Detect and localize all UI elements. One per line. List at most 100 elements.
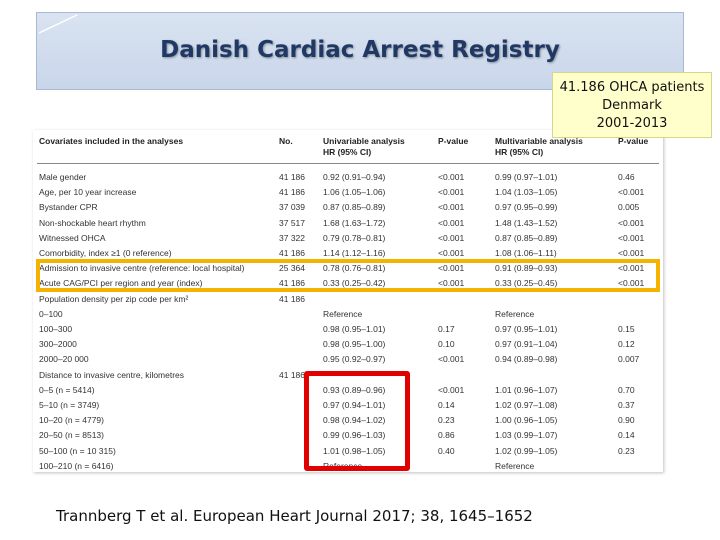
- row-label: 100–210 (n = 6416): [39, 460, 114, 471]
- table-cell: 0.17: [438, 324, 455, 334]
- row-label: Distance to invasive centre, kilometres: [39, 369, 185, 380]
- row-label: 20–50 (n = 8513): [39, 430, 104, 441]
- row-label: 100–300: [39, 324, 73, 334]
- table-header-cell: P-value: [438, 136, 469, 146]
- table-cell: 0.10: [438, 339, 455, 350]
- table-cell: 0.33 (0.25–0.45): [495, 278, 558, 289]
- table-cell: 0.005: [618, 202, 640, 213]
- slide-title: Danish Cardiac Arrest Registry: [160, 37, 560, 63]
- table-cell: <0.001: [438, 384, 465, 395]
- row-label: Population density per zip code per km²: [39, 293, 189, 304]
- row-label: Acute CAG/PCI per region and year (index…: [39, 278, 203, 289]
- table-cell: <0.001: [438, 278, 465, 289]
- table-header-cell: Univariable analysis: [323, 136, 405, 146]
- row-label: 5–10 (n = 3749): [39, 400, 100, 410]
- table-cell: 0.93 (0.89–0.96): [323, 384, 386, 395]
- table-header-cell: HR (95% CI): [495, 147, 544, 157]
- table-cell: 1.06 (1.05–1.06): [323, 187, 386, 198]
- title-banner: Danish Cardiac Arrest Registry: [36, 12, 684, 90]
- table-cell: <0.001: [438, 217, 465, 228]
- citation: Trannberg T et al. European Heart Journa…: [56, 507, 533, 525]
- table-cell: <0.001: [438, 263, 465, 274]
- table-cell: 0.40: [438, 445, 455, 456]
- table-cell: 0.94 (0.89–0.98): [495, 354, 558, 365]
- table-cell: 0.97 (0.91–1.04): [495, 339, 558, 350]
- table-cell: <0.001: [618, 217, 645, 228]
- table-cell: 41 186: [279, 248, 305, 258]
- row-label: 0–5 (n = 5414): [39, 384, 95, 395]
- table-cell: 41 186: [279, 278, 305, 289]
- table-cell: 1.48 (1.43–1.52): [495, 217, 558, 228]
- table-cell: 1.04 (1.03–1.05): [495, 187, 558, 198]
- table-header-cell: HR (95% CI): [323, 147, 372, 157]
- row-label: Male gender: [39, 172, 87, 182]
- table-cell: 0.95 (0.92–0.97): [323, 354, 386, 365]
- table-cell: 0.78 (0.76–0.81): [323, 263, 386, 274]
- table-cell: 0.46: [618, 172, 635, 182]
- table-cell: 0.86: [438, 430, 455, 441]
- table-cell: <0.001: [618, 263, 645, 274]
- table-cell: 0.97 (0.94–1.01): [323, 400, 386, 410]
- table-header-cell: Covariates included in the analyses: [39, 136, 184, 146]
- table-cell: <0.001: [438, 202, 465, 213]
- table-cell: 0.12: [618, 339, 635, 350]
- table-cell: <0.001: [618, 278, 645, 289]
- table-cell: 0.97 (0.95–1.01): [495, 324, 558, 334]
- table-cell: Reference: [495, 308, 535, 319]
- table-cell: 0.33 (0.25–0.42): [323, 278, 386, 289]
- table-cell: 0.99 (0.96–1.03): [323, 430, 386, 441]
- table-cell: 0.92 (0.91–0.94): [323, 172, 386, 182]
- table-cell: 41 186: [279, 293, 305, 304]
- table-cell: Reference: [323, 460, 363, 471]
- table-cell: <0.001: [438, 232, 465, 243]
- table-cell: <0.001: [438, 354, 465, 365]
- table-cell: 1.01 (0.96–1.07): [495, 384, 558, 395]
- note-line-2: Denmark: [602, 98, 662, 113]
- row-label: 2000–20 000: [39, 354, 89, 365]
- row-label: Comorbidity, index ≥1 (0 reference): [39, 248, 172, 258]
- highlight-admission-rows: [36, 259, 660, 292]
- row-label: 0–100: [39, 308, 63, 319]
- table-cell: 0.90: [618, 415, 635, 426]
- table-cell: Reference: [323, 308, 363, 319]
- row-label: 50–100 (n = 10 315): [39, 445, 116, 456]
- table-cell: 0.98 (0.95–1.01): [323, 324, 386, 334]
- table-cell: 0.007: [618, 354, 640, 365]
- table-cell: 0.91 (0.89–0.93): [495, 263, 558, 274]
- table-cell: 37 322: [279, 232, 305, 243]
- table-cell: 0.70: [618, 384, 635, 395]
- table-cell: 0.87 (0.85–0.89): [323, 202, 386, 213]
- table-cell: 37 517: [279, 217, 305, 228]
- table-header-cell: P-value: [618, 136, 649, 146]
- row-label: Non-shockable heart rhythm: [39, 217, 146, 228]
- table-cell: 0.37: [618, 400, 635, 410]
- table-cell: <0.001: [618, 232, 645, 243]
- table-cell: 0.79 (0.78–0.81): [323, 232, 386, 243]
- table-cell: 1.03 (0.99–1.07): [495, 430, 558, 441]
- table-cell: 0.23: [438, 415, 455, 426]
- highlight-distance-hr: [304, 371, 410, 471]
- table-cell: 1.01 (0.98–1.05): [323, 445, 386, 456]
- table-cell: 0.97 (0.95–0.99): [495, 202, 558, 213]
- header-divider: [37, 163, 659, 164]
- table-cell: <0.001: [618, 187, 645, 198]
- row-label: Admission to invasive centre (reference:…: [39, 263, 245, 274]
- row-label: 10–20 (n = 4779): [39, 415, 104, 426]
- table-header-cell: Multivariable analysis: [495, 136, 583, 146]
- table-cell: <0.001: [438, 172, 465, 182]
- table-cell: <0.001: [438, 187, 465, 198]
- row-label: Age, per 10 year increase: [39, 187, 137, 198]
- table-cell: 0.99 (0.97–1.01): [495, 172, 558, 182]
- table-cell: 1.14 (1.12–1.16): [323, 248, 386, 258]
- table-cell: 41 186: [279, 369, 305, 380]
- table-cell: 41 186: [279, 187, 305, 198]
- row-label: Witnessed OHCA: [39, 232, 106, 243]
- table-cell: 25 364: [279, 263, 305, 274]
- patients-note: 41.186 OHCA patients Denmark 2001-2013: [552, 72, 712, 138]
- table-cell: 0.98 (0.94–1.02): [323, 415, 386, 426]
- banner-corner-decoration: [38, 14, 78, 34]
- results-table: Covariates included in the analyses No. Un…: [33, 130, 663, 472]
- table-cell: <0.001: [438, 248, 465, 258]
- table-cell: 0.14: [438, 400, 455, 410]
- table-cell: <0.001: [618, 248, 645, 258]
